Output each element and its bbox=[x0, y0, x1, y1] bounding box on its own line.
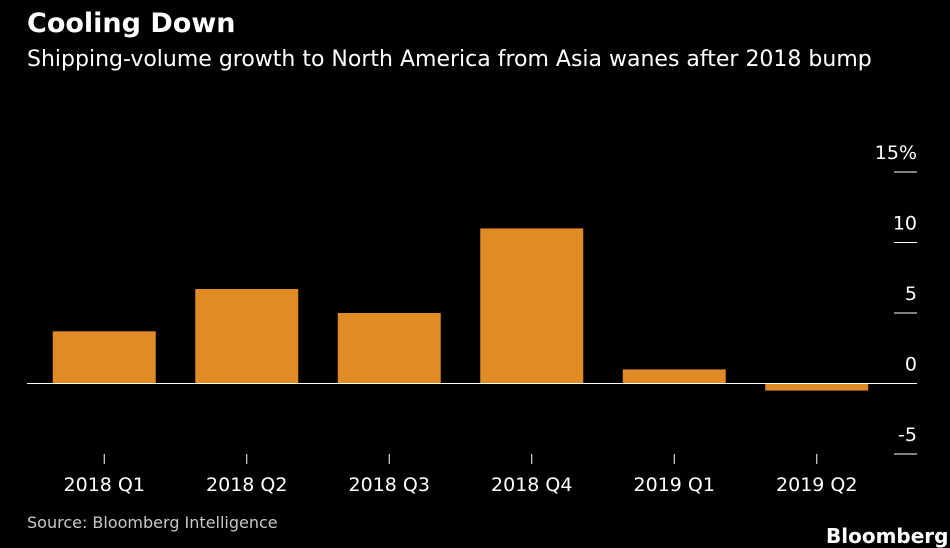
brand-logo: Bloomberg bbox=[826, 524, 949, 548]
y-tick-label: -5 bbox=[898, 424, 917, 446]
chart-title: Cooling Down bbox=[27, 8, 236, 39]
x-axis: 2018 Q1 2018 Q2 2018 Q3 2018 Q4 2019 Q1 2019 … bbox=[64, 454, 857, 496]
y-tick-label: 15% bbox=[875, 142, 917, 164]
bar-2018-q1 bbox=[52, 331, 156, 384]
source-note: Source: Bloomberg Intelligence bbox=[27, 513, 278, 532]
y-tick-label: 10 bbox=[893, 213, 917, 235]
x-tick-label: 2018 Q3 bbox=[349, 474, 430, 496]
bar-2018-q2 bbox=[195, 289, 299, 384]
bars-layer bbox=[27, 228, 916, 391]
y-tick-label: 0 bbox=[905, 354, 917, 376]
x-tick-label: 2018 Q2 bbox=[206, 474, 287, 496]
chart-subtitle: Shipping-volume growth to North America … bbox=[27, 47, 872, 72]
y-axis: 15% 10 5 0 -5 bbox=[875, 142, 917, 455]
bar-2018-q3 bbox=[337, 313, 441, 384]
x-tick-label: 2019 Q1 bbox=[634, 474, 715, 496]
x-tick-label: 2018 Q1 bbox=[64, 474, 145, 496]
bar-2019-q1 bbox=[622, 369, 726, 384]
bar-2018-q4 bbox=[480, 228, 584, 384]
bar-2019-q2 bbox=[765, 383, 869, 391]
x-tick-label: 2018 Q4 bbox=[491, 474, 572, 496]
x-tick-label: 2019 Q2 bbox=[776, 474, 857, 496]
y-tick-label: 5 bbox=[905, 283, 917, 305]
